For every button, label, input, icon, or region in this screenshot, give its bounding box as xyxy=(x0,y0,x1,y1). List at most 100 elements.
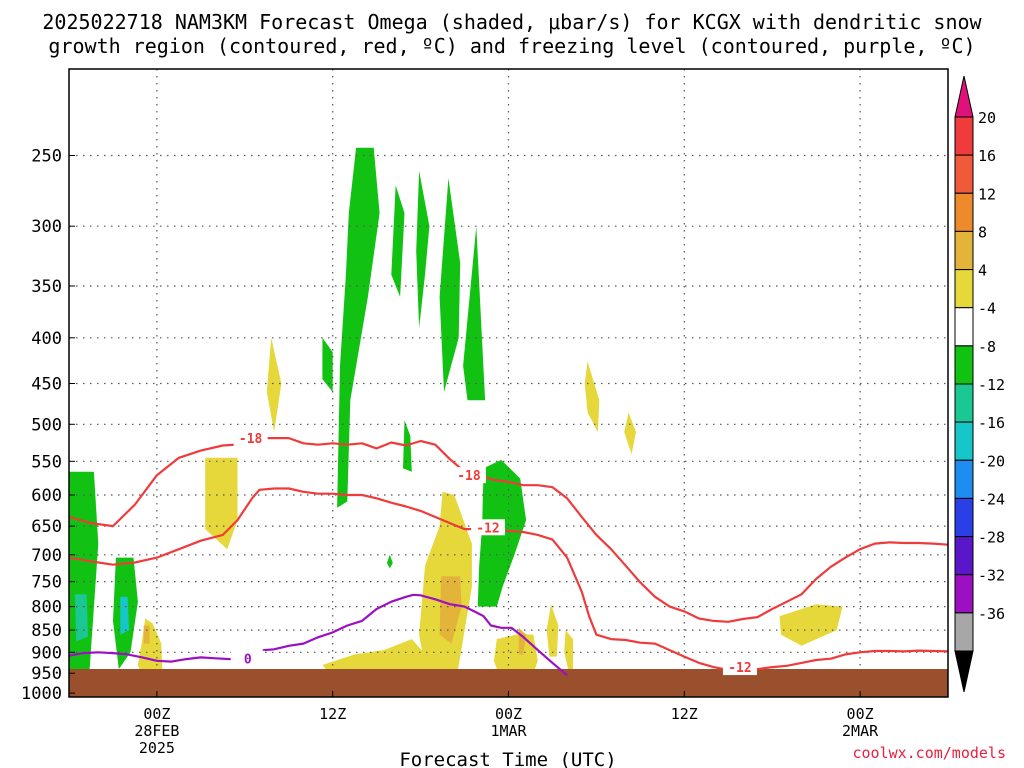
green-cell-tiny xyxy=(386,554,393,569)
teal-left-edge xyxy=(74,594,88,642)
colorbar-bottom-arrow xyxy=(954,650,974,693)
x-tick-label-0-1: 28FEB xyxy=(134,722,179,740)
green-core-tall xyxy=(337,147,380,508)
colorbar-bin-6 xyxy=(954,345,974,385)
colorbar-top-arrow xyxy=(954,75,974,118)
colorbar-label-6: -8 xyxy=(978,338,996,356)
y-tick-label-850: 850 xyxy=(31,621,62,641)
x-tick-label-48-0: 00Z xyxy=(847,705,874,723)
orange-cell-1 xyxy=(143,625,150,644)
chart-title-line1: 2025022718 NAM3KM Forecast Omega (shaded… xyxy=(42,10,982,34)
colorbar-label-10: -24 xyxy=(978,490,1005,508)
contour-m18 xyxy=(68,437,949,623)
x-tick-label-36-0: 12Z xyxy=(671,705,698,723)
plot-frame xyxy=(68,68,949,698)
yellow-cell-8 xyxy=(584,361,600,432)
green-core-3 xyxy=(416,170,430,328)
y-tick-label-300: 300 xyxy=(31,217,62,237)
colorbar-bin-4 xyxy=(954,269,974,309)
pressure-gridlines xyxy=(69,69,948,697)
colorbar-label-13: -36 xyxy=(978,605,1005,623)
colorbar-label-11: -28 xyxy=(978,529,1005,547)
colorbar-bin-11 xyxy=(954,536,974,576)
colorbar-bin-12 xyxy=(954,574,974,614)
colorbar-bin-5 xyxy=(954,307,974,347)
x-tick-label-48-1: 2MAR xyxy=(842,722,879,740)
y-tick-label-700: 700 xyxy=(31,546,62,566)
orange-cell-4 xyxy=(439,576,462,644)
colorbar-bin-8 xyxy=(954,421,974,461)
colorbar-bin-0 xyxy=(954,116,974,156)
y-axis-ticks: 2503003504004505005506006507007508008509… xyxy=(21,147,75,704)
y-tick-label-900: 900 xyxy=(31,643,62,663)
green-left-edge xyxy=(69,471,99,672)
colorbar-label-3: 8 xyxy=(978,223,987,241)
y-tick-label-750: 750 xyxy=(31,573,62,593)
x-axis-label: Forecast Time (UTC) xyxy=(399,749,616,768)
y-tick-label-450: 450 xyxy=(31,375,62,395)
colorbar-label-12: -32 xyxy=(978,567,1005,585)
contour-m12 xyxy=(68,487,949,673)
yellow-base-2 xyxy=(493,633,538,678)
colorbar-bin-13 xyxy=(954,612,974,652)
green-core-4 xyxy=(439,178,461,392)
y-tick-label-250: 250 xyxy=(31,147,62,167)
contour-label-bg-4 xyxy=(230,650,265,667)
yellow-base-1 xyxy=(322,639,427,678)
contour-label-bg-3 xyxy=(722,659,757,676)
omega-shading xyxy=(69,147,843,684)
x-tick-label-0-0: 00Z xyxy=(143,705,170,723)
colorbar-label-2: 12 xyxy=(978,185,996,203)
yellow-cell-9 xyxy=(624,412,636,455)
yellow-cell-2 xyxy=(205,457,238,550)
colorbar-bin-1 xyxy=(954,154,974,194)
colorbar-label-0: 20 xyxy=(978,109,996,127)
contour-label-3: -12 xyxy=(728,661,751,676)
yellow-cell-7 xyxy=(564,630,573,672)
y-tick-label-950: 950 xyxy=(31,664,62,684)
contour-label-bg-1 xyxy=(451,467,486,484)
y-tick-label-550: 550 xyxy=(31,452,62,472)
colorbar-label-8: -16 xyxy=(978,414,1005,432)
contour-label-bg-2 xyxy=(470,519,505,536)
chart-title-line2: growth region (contoured, red, ºC) and f… xyxy=(48,34,976,58)
yellow-cell-3 xyxy=(266,337,282,432)
colorbar-label-9: -20 xyxy=(978,452,1005,470)
y-tick-label-1000: 1000 xyxy=(21,684,62,704)
colorbar-label-1: 16 xyxy=(978,147,996,165)
green-core-5 xyxy=(463,226,486,401)
colorbar-label-7: -12 xyxy=(978,376,1005,394)
x-tick-label-0-2: 2025 xyxy=(139,739,175,757)
colorbar-bin-10 xyxy=(954,497,974,537)
colorbar: 20 16 12 8 4 -4 -8 -12 -16 -20 -24 -28 -32 -36 xyxy=(954,75,1005,693)
y-tick-label-350: 350 xyxy=(31,277,62,297)
colorbar-bin-9 xyxy=(954,459,974,499)
colorbar-label-4: 4 xyxy=(978,262,987,280)
contour-label-2: -12 xyxy=(476,521,499,536)
y-tick-label-800: 800 xyxy=(31,598,62,618)
x-tick-label-24-1: 1MAR xyxy=(490,722,527,740)
credit-text: coolwx.com/models xyxy=(852,744,1006,762)
y-tick-label-600: 600 xyxy=(31,486,62,506)
x-tick-label-12-0: 12Z xyxy=(319,705,346,723)
colorbar-bin-2 xyxy=(954,192,974,232)
yellow-cell-10 xyxy=(779,604,843,646)
contour-label-1: -18 xyxy=(457,469,481,484)
contour-labels: -18 -18 -12 -12 0 xyxy=(230,430,757,676)
green-core-2 xyxy=(391,185,405,297)
contour-frz0 xyxy=(68,593,568,677)
contour-label-bg-0 xyxy=(233,430,268,447)
cyan-cell-1 xyxy=(120,596,130,635)
colorbar-bin-7 xyxy=(954,383,974,423)
green-core-left xyxy=(322,337,333,392)
y-tick-label-400: 400 xyxy=(31,329,62,349)
y-tick-label-500: 500 xyxy=(31,415,62,435)
y-tick-label-650: 650 xyxy=(31,517,62,537)
contour-label-4: 0 xyxy=(244,653,252,668)
colorbar-label-5: -4 xyxy=(978,300,996,318)
colorbar-bin-3 xyxy=(954,230,974,270)
contour-lines xyxy=(68,437,949,677)
x-tick-label-24-0: 00Z xyxy=(495,705,522,723)
